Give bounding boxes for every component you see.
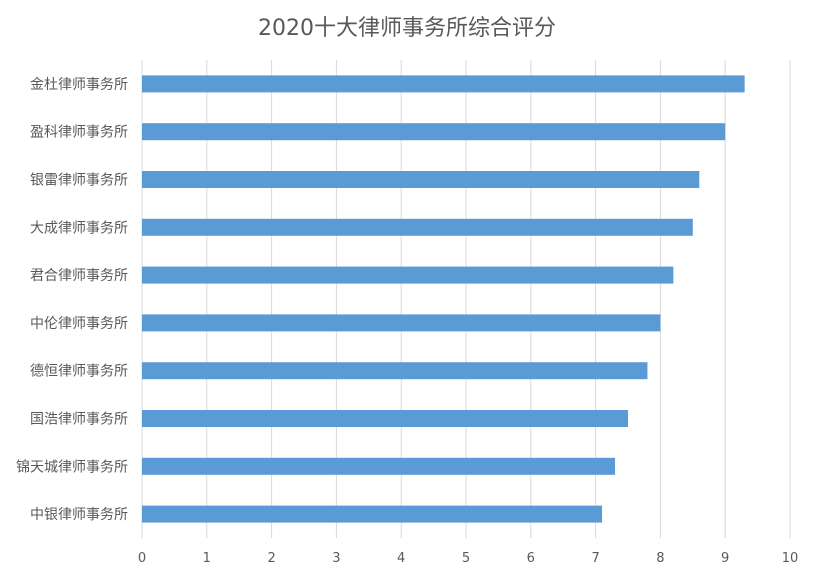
category-label: 德恒律师事务所 [30,364,128,380]
category-labels: 金杜律师事务所盈科律师事务所银雷律师事务所大成律师事务所君合律师事务所中伦律师事… [16,77,128,523]
category-label: 君合律师事务所 [30,268,128,284]
bar [142,218,693,236]
category-label: 金杜律师事务所 [30,77,128,93]
category-label: 银雷律师事务所 [30,173,128,189]
bar [142,171,700,188]
bars [142,75,745,523]
x-tick-label: 8 [656,551,664,566]
x-tick-label: 5 [462,551,470,566]
bar [142,75,745,93]
bar [142,123,726,141]
bar [142,410,628,427]
x-tick-label: 3 [332,551,340,566]
category-label: 中银律师事务所 [30,507,128,523]
category-label: 大成律师事务所 [30,220,128,236]
x-tick-label: 0 [138,551,146,566]
bar [142,266,674,284]
bar [142,362,648,380]
bar [142,457,616,475]
category-label: 锦天城律师事务所 [16,458,128,475]
x-tick-label: 1 [203,551,211,566]
bar [142,505,603,523]
category-label: 中伦律师事务所 [30,316,128,332]
category-label: 国浩律师事务所 [30,412,128,428]
x-tick-label: 6 [527,551,535,566]
category-label: 盈科律师事务所 [30,125,128,141]
bar [142,314,661,332]
x-tick-label: 2 [267,551,275,566]
x-tick-label: 10 [782,551,799,566]
chart-title: 2020十大律师事务所综合评分 [258,16,556,41]
x-tick-label: 7 [591,551,599,566]
x-tick-label: 4 [397,551,405,566]
x-tick-label: 9 [721,551,729,566]
x-tick-labels: 0 1 2 3 4 5 6 7 8 9 10 [138,551,798,566]
